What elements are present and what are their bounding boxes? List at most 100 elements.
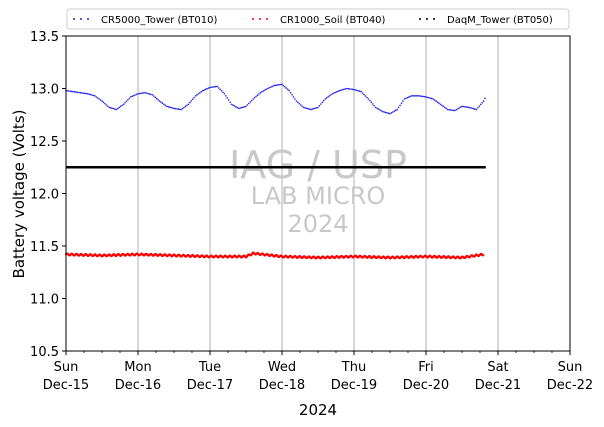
data-point <box>315 107 318 109</box>
data-point <box>386 112 388 114</box>
data-point <box>307 107 309 110</box>
data-point <box>233 105 236 107</box>
data-point <box>68 90 70 92</box>
data-point <box>265 88 267 91</box>
data-point <box>415 95 417 97</box>
data-point <box>253 96 256 99</box>
data-point <box>232 104 234 106</box>
data-point <box>78 91 80 94</box>
legend-item-2: DaqM_Tower (BT050) <box>419 15 553 26</box>
data-point <box>410 95 413 97</box>
y-tick-label: 13.5 <box>30 30 59 45</box>
data-point <box>112 107 115 110</box>
data-point <box>180 108 182 111</box>
data-point <box>477 107 479 109</box>
data-point <box>176 108 178 110</box>
data-point <box>191 98 194 101</box>
data-point <box>230 103 233 106</box>
series-layer <box>64 83 486 260</box>
data-point <box>193 96 195 99</box>
data-point <box>474 108 476 110</box>
data-point <box>390 112 393 114</box>
data-point <box>305 107 308 110</box>
data-point <box>177 108 180 110</box>
data-point <box>222 91 224 94</box>
legend-marker <box>252 18 254 20</box>
data-point <box>220 90 223 92</box>
data-point <box>374 106 377 109</box>
data-point <box>360 90 363 93</box>
x-tick-day: Sun <box>558 360 583 375</box>
data-point <box>451 109 453 111</box>
x-tick-date: Dec-22 <box>547 378 593 393</box>
data-point <box>108 106 110 109</box>
data-point <box>361 92 364 94</box>
data-point <box>449 109 452 111</box>
data-point <box>132 94 135 97</box>
data-point <box>464 105 466 108</box>
x-axis: Sun Dec-15 Mon Dec-16 Tue Dec-17 Wed Dec-18 Thu D… <box>43 351 593 393</box>
data-point <box>82 92 85 94</box>
data-point <box>462 105 465 108</box>
data-point <box>158 100 161 102</box>
data-point <box>276 84 279 86</box>
legend-marker <box>419 18 421 20</box>
data-point <box>99 99 102 101</box>
x-tick-date: Dec-21 <box>475 378 521 393</box>
data-point <box>109 107 112 109</box>
data-point <box>279 83 282 86</box>
data-point <box>475 108 478 111</box>
data-point <box>212 86 214 88</box>
data-point <box>282 84 285 87</box>
data-point <box>263 89 266 91</box>
data-point <box>160 101 162 103</box>
x-tick-date: Dec-16 <box>115 378 161 393</box>
data-point <box>144 91 146 94</box>
x-tick-day: Thu <box>341 360 366 375</box>
data-point <box>240 106 243 109</box>
y-tick-label: 11.0 <box>30 293 59 308</box>
data-point <box>284 86 286 88</box>
data-point <box>304 107 306 109</box>
data-point <box>433 99 436 101</box>
data-point <box>147 92 149 95</box>
data-point <box>134 94 136 96</box>
data-point <box>353 88 355 91</box>
data-point <box>373 104 375 107</box>
data-point <box>278 83 280 86</box>
legend-marker <box>87 18 89 20</box>
data-point <box>420 95 423 98</box>
data-point <box>425 96 427 98</box>
data-point <box>275 84 278 86</box>
data-point <box>299 104 302 106</box>
data-point <box>469 107 472 109</box>
x-tick-day: Fri <box>418 360 434 375</box>
data-point <box>256 94 259 97</box>
data-point <box>148 93 151 95</box>
data-point <box>291 94 293 96</box>
data-point <box>73 91 76 93</box>
data-point <box>295 100 298 102</box>
data-point <box>197 92 200 95</box>
data-point <box>111 107 113 110</box>
data-point <box>285 87 288 89</box>
data-point <box>446 108 449 111</box>
data-point <box>173 107 175 110</box>
x-tick-day: Tue <box>198 360 221 375</box>
data-point <box>364 95 367 97</box>
data-point <box>441 104 443 107</box>
data-point <box>472 107 475 110</box>
data-point <box>189 101 191 104</box>
data-point <box>416 95 419 97</box>
data-point <box>297 101 299 104</box>
data-point <box>223 92 226 95</box>
y-tick-label: 10.5 <box>30 345 59 360</box>
data-point <box>478 105 481 107</box>
data-point <box>246 104 249 106</box>
data-point <box>435 100 437 102</box>
data-point <box>397 106 400 109</box>
data-point <box>376 107 378 110</box>
y-axis-title: Battery voltage (Volts) <box>10 110 28 279</box>
data-point <box>150 93 152 96</box>
data-point <box>204 88 207 91</box>
